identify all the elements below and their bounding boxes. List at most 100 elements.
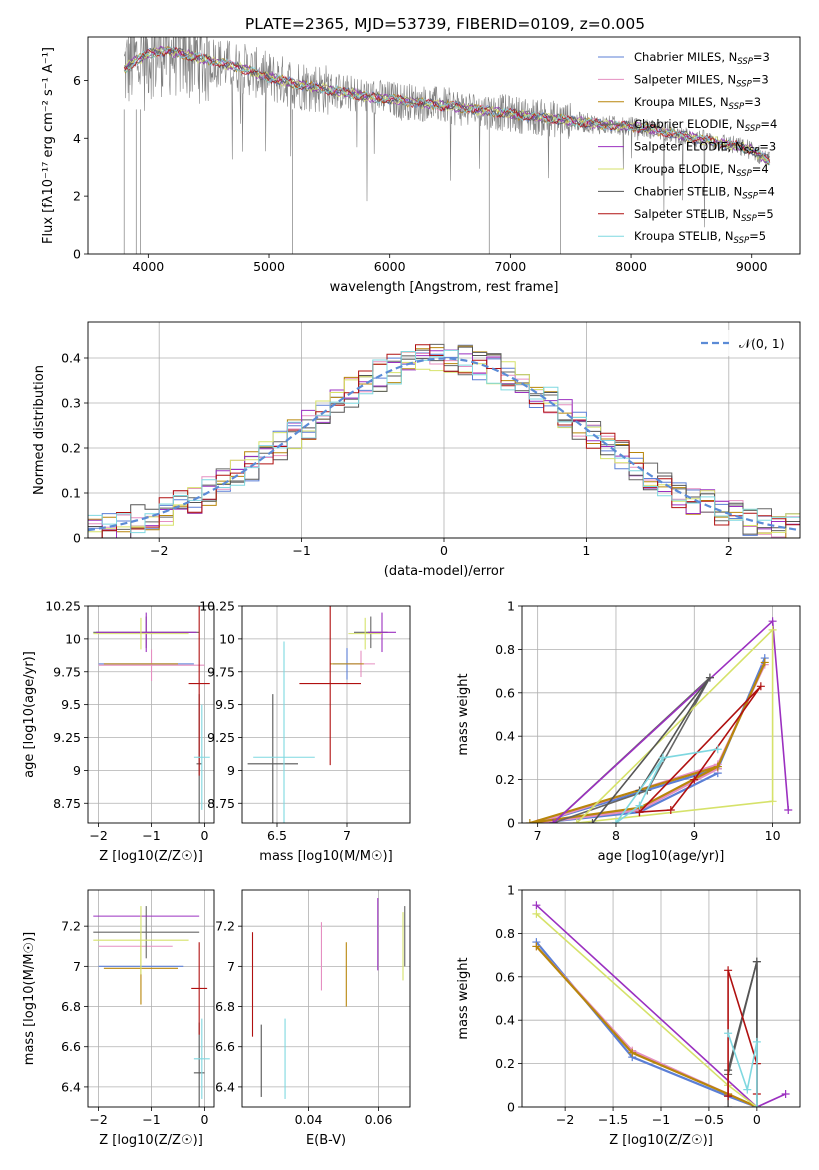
weight-marker (752, 957, 761, 966)
legend-entry: Kroupa MILES, NSSP=3 (634, 95, 761, 112)
x-axis-label: wavelength [Angstrom, rest frame] (330, 280, 559, 295)
x-axis-label: E(B-V) (306, 1133, 346, 1148)
weight-line (638, 685, 762, 813)
legend-subscript: SSP (741, 214, 757, 224)
axes-frame: −2 −1 0 8.75 9 9.25 9.5 9.75 10 10.25 Z [log10(Z/Z… (22, 599, 215, 864)
y-tick-label: 0.2 (495, 772, 515, 787)
legend-text-part: Chabrier STELIB, N (634, 184, 742, 198)
weight-marker (658, 753, 667, 762)
weight-marker (690, 775, 699, 784)
x-axis-label: Z [log10(Z/Z☉)] (99, 849, 203, 864)
legend-entry: Chabrier ELODIE, NSSP=4 (634, 117, 777, 134)
legend-text-part: Kroupa ELODIE, N (634, 162, 736, 176)
legend-entry: 𝒩(0, 1) (739, 336, 785, 351)
observed-spectrum-line (123, 37, 770, 228)
x-tick-label: −1.5 (598, 1112, 628, 1127)
weight-marker (724, 1092, 733, 1101)
x-axis-label: age [log10(age/yr)] (598, 849, 725, 864)
weight-marker (572, 819, 581, 823)
legend-text-part: Salpeter ELODIE, N (634, 140, 744, 154)
y-tick-label: 4 (73, 131, 81, 146)
y-tick-label: 6.4 (215, 1079, 235, 1094)
y-tick-label: 0.6 (495, 685, 515, 700)
y-axis-label: mass [log10(M/M☉)] (22, 932, 37, 1065)
y-tick-label: 2 (73, 189, 81, 204)
x-tick-label: 7000 (494, 259, 526, 274)
x-tick-label: −2 (89, 1112, 107, 1127)
y-axis-label: mass weight (456, 673, 471, 755)
y-tick-label: 7 (227, 959, 235, 974)
y-tick-label: 9 (227, 763, 235, 778)
axes-frame: 4000 5000 6000 7000 8000 9000 0 2 4 6 wavelength [… (41, 36, 801, 295)
y-tick-label: 6 (73, 73, 81, 88)
weight-marker (768, 625, 777, 634)
weight-marker (781, 1089, 790, 1098)
axes-border (521, 605, 801, 824)
weight-line (535, 913, 758, 1107)
weight-marker (743, 1085, 752, 1094)
x-tick-label: 8000 (615, 259, 647, 274)
y-tick-label: 9.75 (207, 664, 235, 679)
x-tick-label: −2 (89, 828, 107, 843)
axes-border (87, 36, 801, 255)
axes-border (87, 321, 801, 539)
legend-text-part: =3 (759, 140, 776, 154)
data-layer (88, 343, 800, 538)
legend-entry: Salpeter ELODIE, NSSP=3 (634, 140, 776, 157)
weight-line (615, 748, 718, 823)
legend-subscript: SSP (745, 124, 761, 134)
weight-marker (525, 819, 534, 823)
x-tick-label: 0 (200, 1112, 208, 1127)
legend-text-part: =5 (749, 229, 766, 243)
x-tick-label: 0.06 (365, 1112, 393, 1127)
x-tick-label: 0 (440, 543, 448, 558)
data-layer (532, 901, 790, 1107)
y-axis-label: Flux [fλ10⁻¹⁷ erg cm⁻² s⁻¹ A⁻¹] (41, 47, 56, 244)
gridlines (88, 605, 214, 823)
data-layer (93, 906, 210, 1107)
gridlines (88, 890, 214, 1107)
axes-spectrum: 4000 5000 6000 7000 8000 9000 0 2 4 6 wavelength [… (41, 36, 801, 295)
gridlines (242, 605, 410, 823)
axes-frame: −2 −1.5 −1 −0.5 0 0 0.2 0.4 0.6 0.8 1 Z [log10(Z/Z☉… (456, 883, 801, 1148)
y-axis-label: age [log10(age/yr)] (22, 651, 37, 778)
x-tick-label: 9000 (736, 259, 768, 274)
weight-marker (768, 617, 777, 626)
x-tick-label: −0.5 (694, 1112, 724, 1127)
x-tick-label: −2 (150, 543, 168, 558)
gridlines (242, 890, 410, 1107)
weight-marker (532, 909, 541, 918)
y-tick-label: 10.25 (199, 599, 235, 614)
weight-marker (724, 966, 733, 975)
legend-text-part: Kroupa MILES, N (634, 95, 729, 109)
legend-subscript: SSP (736, 79, 752, 89)
axes-age_vs_Z: −2 −1 0 8.75 9 9.25 9.5 9.75 10 10.25 Z [log10(Z/Z… (22, 599, 215, 864)
residual-legend: 𝒩(0, 1) (694, 330, 794, 356)
y-tick-label: 9.5 (61, 697, 81, 712)
weight-marker (752, 1103, 761, 1107)
x-tick-label: 10 (765, 828, 781, 843)
legend-text-part: =4 (752, 162, 769, 176)
legend-subscript: SSP (736, 169, 752, 179)
x-tick-label: −1 (142, 1112, 160, 1127)
legend-text-part: =5 (757, 207, 774, 221)
legend-entry: Chabrier MILES, NSSP=3 (634, 50, 770, 67)
weight-line (727, 1032, 758, 1107)
y-axis-label: Normed distribution (32, 365, 47, 495)
weight-line (529, 661, 766, 823)
axes-mass_weight_vs_age: 7 8 9 10 0 0.2 0.4 0.6 0.8 1 age [log10(age/yr)] ma… (456, 599, 801, 864)
y-tick-label: 8.75 (53, 796, 81, 811)
weight-marker (756, 682, 765, 691)
y-tick-label: 7 (73, 959, 81, 974)
legend-entry: Kroupa STELIB, NSSP=5 (634, 229, 766, 246)
weight-marker (549, 819, 558, 823)
y-tick-label: 10 (219, 631, 235, 646)
legend-box (694, 330, 794, 356)
histogram-step-line (88, 349, 800, 534)
x-axis-label: (data-model)/error (384, 564, 505, 579)
axes-frame: 6.5 7 8.75 9 9.25 9.5 9.75 10 10.25 mass [log10(M… (199, 599, 411, 864)
y-tick-label: 6.6 (215, 1039, 235, 1054)
